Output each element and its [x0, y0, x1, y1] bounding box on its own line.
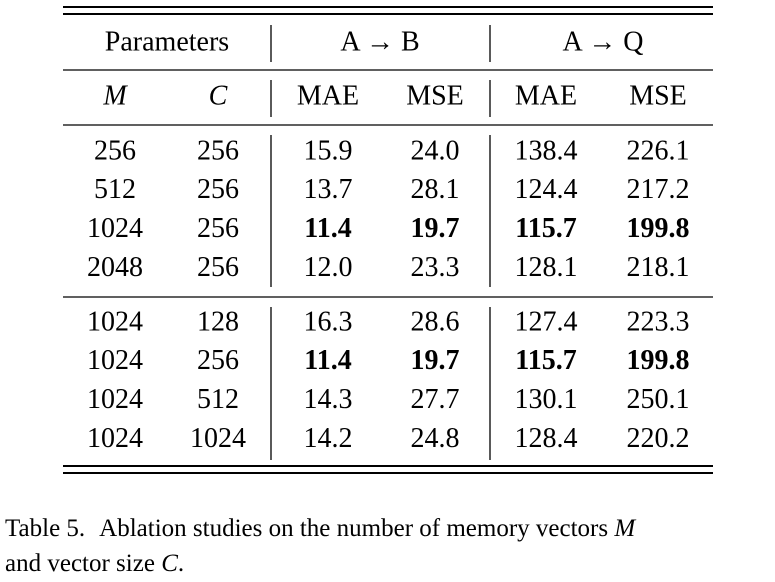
table-cell: 15.9: [304, 135, 353, 166]
table-cell: 199.8: [627, 213, 690, 244]
table-cell: 223.3: [627, 306, 690, 337]
table-cell: 11.4: [304, 213, 351, 244]
caption-text: and vector size: [5, 550, 161, 577]
table-cell: 1024: [87, 306, 143, 337]
table-cell: 256: [197, 345, 239, 376]
rules: [63, 6, 713, 474]
table-cell: 1024: [87, 384, 143, 415]
table-cell: 28.1: [411, 174, 460, 205]
caption-var: C: [161, 550, 178, 577]
column-header: MAE: [297, 80, 359, 111]
table-cell: 256: [197, 135, 239, 166]
table-cell: 250.1: [627, 384, 690, 415]
caption-var: M: [613, 515, 636, 542]
table-cell: 128: [197, 306, 239, 337]
table-cell: 24.8: [411, 423, 460, 454]
table-cell: 28.6: [411, 306, 460, 337]
caption-text: Ablation studies on the number of memory…: [99, 515, 614, 542]
caption-label: Table 5.: [5, 515, 85, 542]
column-header: MSE: [629, 80, 687, 111]
table-cell: 19.7: [411, 213, 460, 244]
group-header: A → Q: [563, 26, 644, 57]
table-cell: 124.4: [515, 174, 578, 205]
table-cell: 27.7: [411, 384, 460, 415]
table-cell: 2048: [87, 252, 143, 283]
group-header: A → B: [340, 26, 419, 57]
table-cell: 256: [94, 135, 136, 166]
table-cell: 16.3: [304, 306, 353, 337]
column-header: C: [209, 80, 228, 111]
table-cell: 220.2: [627, 423, 690, 454]
table-cell: 1024: [87, 213, 143, 244]
table-cell: 138.4: [515, 135, 578, 166]
table-cell: 115.7: [515, 213, 576, 244]
column-header: MSE: [406, 80, 464, 111]
table-cell: 24.0: [411, 135, 460, 166]
table-cell: 14.3: [304, 384, 353, 415]
table-cell: 128.1: [515, 252, 578, 283]
caption: and vector size C.: [5, 550, 184, 577]
table-cell: 226.1: [627, 135, 690, 166]
table-cell: 512: [197, 384, 239, 415]
column-header: M: [102, 80, 128, 111]
table-cell: 12.0: [304, 252, 353, 283]
table-cell: 256: [197, 213, 239, 244]
table-cell: 256: [197, 252, 239, 283]
caption: Table 5. Ablation studies on the number o…: [5, 515, 636, 542]
table-cell: 256: [197, 174, 239, 205]
table-cell: 14.2: [304, 423, 353, 454]
table-cell: 1024: [87, 423, 143, 454]
table-cell: 218.1: [627, 252, 690, 283]
table-cell: 19.7: [411, 345, 460, 376]
table-cell: 217.2: [627, 174, 690, 205]
table-cell: 1024: [190, 423, 246, 454]
table-cell: 1024: [87, 345, 143, 376]
table-cell: 13.7: [304, 174, 353, 205]
table-cell: 130.1: [515, 384, 578, 415]
table-cell: 128.4: [515, 423, 578, 454]
table-cell: 115.7: [515, 345, 576, 376]
table-cell: 23.3: [411, 252, 460, 283]
table-cell: 199.8: [627, 345, 690, 376]
group-header: Parameters: [105, 26, 229, 57]
caption-text: .: [178, 550, 184, 577]
table-cell: 11.4: [304, 345, 351, 376]
column-header: MAE: [515, 80, 577, 111]
table-cell: 512: [94, 174, 136, 205]
table-cell: 127.4: [515, 306, 578, 337]
